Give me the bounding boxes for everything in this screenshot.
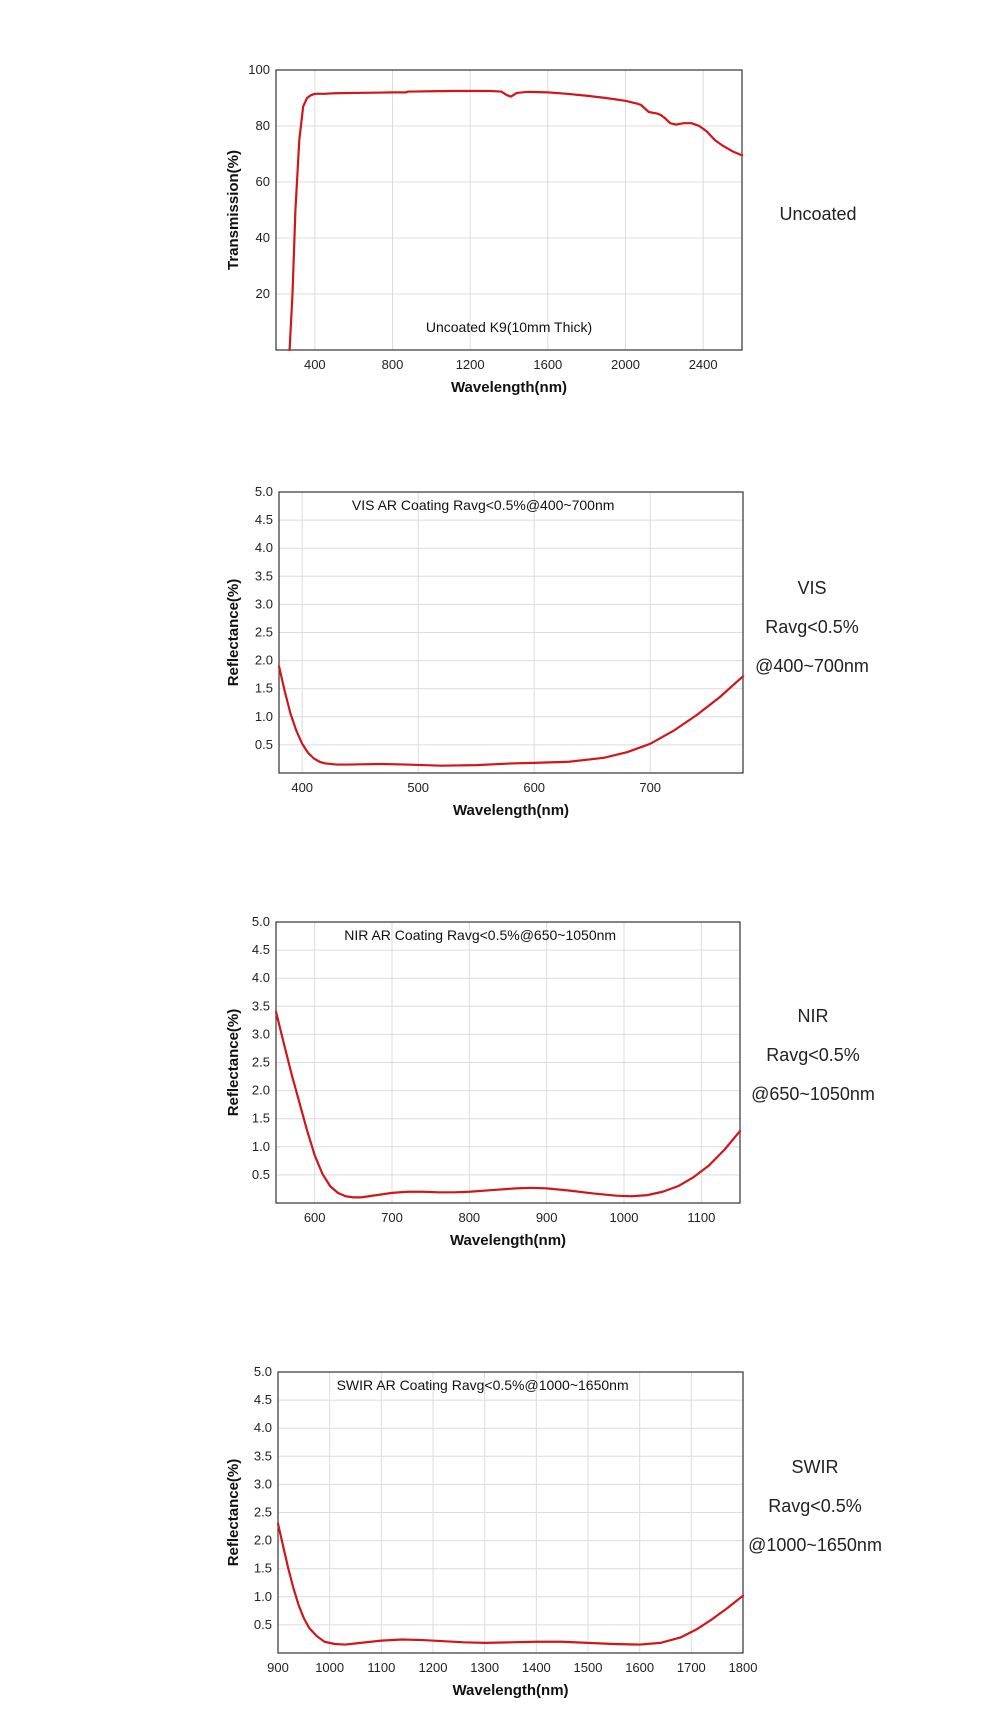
y-axis-label: Reflectance(%) bbox=[225, 1459, 242, 1567]
y-tick-label: 4.0 bbox=[255, 540, 273, 555]
x-tick-label: 1600 bbox=[533, 357, 562, 372]
y-tick-label: 1.0 bbox=[254, 1589, 272, 1604]
x-tick-label: 2000 bbox=[611, 357, 640, 372]
x-tick-label: 900 bbox=[536, 1210, 558, 1225]
x-tick-label: 900 bbox=[267, 1660, 289, 1675]
x-tick-label: 2400 bbox=[689, 357, 718, 372]
series-line bbox=[277, 665, 745, 767]
x-tick-label: 1200 bbox=[456, 357, 485, 372]
y-axis-label: Transmission(%) bbox=[225, 150, 242, 270]
side-label: SWIR bbox=[792, 1457, 839, 1477]
y-tick-label: 3.0 bbox=[252, 1026, 270, 1041]
y-tick-label: 5.0 bbox=[252, 914, 270, 929]
x-tick-label: 700 bbox=[381, 1210, 403, 1225]
y-tick-label: 2.0 bbox=[254, 1533, 272, 1548]
x-axis-label: Wavelength(nm) bbox=[452, 1682, 568, 1699]
series-line bbox=[274, 1010, 742, 1199]
y-tick-label: 0.5 bbox=[252, 1167, 270, 1182]
x-tick-label: 1100 bbox=[687, 1210, 715, 1225]
x-tick-label: 1300 bbox=[470, 1660, 499, 1675]
x-tick-label: 400 bbox=[291, 780, 313, 795]
x-tick-label: 500 bbox=[407, 780, 429, 795]
y-tick-label: 4.5 bbox=[254, 1392, 272, 1407]
x-tick-label: 1200 bbox=[419, 1660, 448, 1675]
side-label: Ravg<0.5% bbox=[768, 1496, 862, 1516]
y-tick-label: 3.5 bbox=[252, 998, 270, 1013]
x-tick-label: 1100 bbox=[367, 1660, 395, 1675]
side-label: VIS bbox=[797, 578, 826, 598]
series-line bbox=[288, 89, 744, 352]
plot-frame bbox=[278, 491, 744, 774]
chart-1: 400 800 1200 1600 2000 2400 20 40 60 80 100 Uncoate… bbox=[225, 62, 857, 396]
chart-title: NIR AR Coating Ravg<0.5%@650~1050nm bbox=[344, 927, 616, 943]
y-tick-label: 1.5 bbox=[254, 1561, 272, 1576]
plot-frame bbox=[277, 1371, 744, 1654]
x-axis-label: Wavelength(nm) bbox=[453, 802, 569, 819]
plot-frame bbox=[275, 69, 743, 351]
y-tick-label: 0.5 bbox=[254, 1617, 272, 1632]
side-label: @1000~1650nm bbox=[748, 1535, 882, 1555]
side-label: Uncoated bbox=[779, 204, 856, 224]
x-axis-label: Wavelength(nm) bbox=[451, 379, 567, 396]
y-tick-label: 3.5 bbox=[254, 1448, 272, 1463]
y-tick-label: 40 bbox=[256, 230, 270, 245]
side-label: NIR bbox=[798, 1006, 829, 1026]
x-tick-label: 1600 bbox=[625, 1660, 654, 1675]
x-tick-label: 1700 bbox=[677, 1660, 706, 1675]
chart-title: Uncoated K9(10mm Thick) bbox=[426, 319, 592, 335]
y-tick-label: 0.5 bbox=[255, 737, 273, 752]
y-tick-label: 3.0 bbox=[255, 596, 273, 611]
y-tick-label: 1.0 bbox=[255, 709, 273, 724]
x-tick-label: 1400 bbox=[522, 1660, 551, 1675]
side-label: @650~1050nm bbox=[751, 1084, 875, 1104]
y-axis-label: Reflectance(%) bbox=[225, 1009, 242, 1117]
y-tick-label: 3.0 bbox=[254, 1476, 272, 1491]
y-tick-label: 2.5 bbox=[252, 1055, 270, 1070]
y-tick-label: 5.0 bbox=[254, 1364, 272, 1379]
y-tick-label: 2.0 bbox=[255, 653, 273, 668]
side-label: Ravg<0.5% bbox=[766, 1045, 860, 1065]
x-tick-label: 400 bbox=[304, 357, 326, 372]
x-tick-label: 600 bbox=[304, 1210, 326, 1225]
y-tick-label: 5.0 bbox=[255, 484, 273, 499]
y-tick-label: 100 bbox=[248, 62, 270, 77]
y-tick-label: 80 bbox=[256, 118, 270, 133]
y-tick-label: 1.5 bbox=[255, 681, 273, 696]
chart-3: 600 700 800 900 1000 1100 0.5 1.0 1.5 2.0 2.5 3.0 3.… bbox=[225, 914, 875, 1249]
x-tick-label: 600 bbox=[523, 780, 545, 795]
plot-frame bbox=[275, 921, 741, 1204]
x-tick-label: 800 bbox=[382, 357, 404, 372]
x-tick-label: 1500 bbox=[574, 1660, 603, 1675]
y-tick-label: 2.5 bbox=[255, 625, 273, 640]
y-tick-label: 4.0 bbox=[252, 970, 270, 985]
x-tick-label: 700 bbox=[639, 780, 661, 795]
series-line bbox=[276, 1522, 745, 1646]
chart-title: VIS AR Coating Ravg<0.5%@400~700nm bbox=[352, 497, 615, 513]
y-axis-label: Reflectance(%) bbox=[225, 579, 242, 687]
chart-2: 400 500 600 700 0.5 1.0 1.5 2.0 2.5 3.0 3.5 4.0 4.5 5… bbox=[225, 484, 869, 819]
side-label: Ravg<0.5% bbox=[765, 617, 859, 637]
x-tick-label: 1800 bbox=[729, 1660, 758, 1675]
y-tick-label: 4.5 bbox=[252, 942, 270, 957]
chart-title: SWIR AR Coating Ravg<0.5%@1000~1650nm bbox=[337, 1377, 629, 1393]
chart-4: 900 1000 1100 1200 1300 1400 1500 1600 1700 1800 0… bbox=[225, 1364, 882, 1699]
y-tick-label: 3.5 bbox=[255, 568, 273, 583]
y-tick-label: 2.0 bbox=[252, 1083, 270, 1098]
y-tick-label: 1.0 bbox=[252, 1139, 270, 1154]
y-tick-label: 2.5 bbox=[254, 1505, 272, 1520]
y-tick-label: 20 bbox=[256, 286, 270, 301]
y-tick-label: 60 bbox=[256, 174, 270, 189]
side-label: @400~700nm bbox=[755, 656, 869, 676]
y-tick-label: 4.5 bbox=[255, 512, 273, 527]
x-tick-label: 1000 bbox=[610, 1210, 639, 1225]
x-tick-label: 800 bbox=[458, 1210, 480, 1225]
y-tick-label: 1.5 bbox=[252, 1111, 270, 1126]
x-tick-label: 1000 bbox=[315, 1660, 344, 1675]
y-tick-label: 4.0 bbox=[254, 1420, 272, 1435]
x-axis-label: Wavelength(nm) bbox=[450, 1232, 566, 1249]
